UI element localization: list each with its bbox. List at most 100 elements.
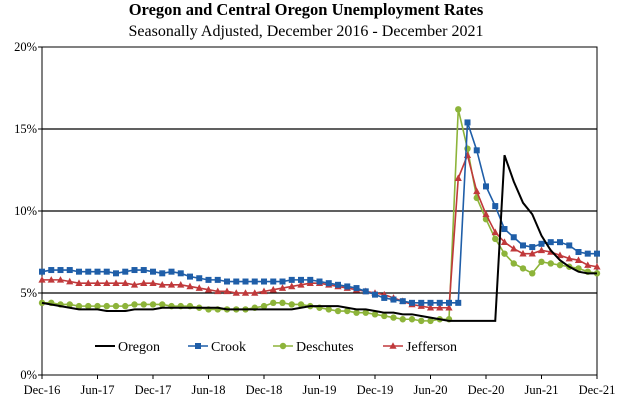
data-point [390,296,397,303]
data-point [519,265,527,272]
data-point [455,299,462,306]
x-tick-label: Dec-21 [579,383,616,397]
data-point [39,268,45,275]
data-point [251,278,258,285]
data-point [278,284,287,291]
series-jefferson [38,151,601,311]
data-point [298,276,304,283]
data-point [334,307,342,315]
data-point [408,316,416,323]
data-point [473,187,481,195]
x-tick-label: Jun-17 [80,383,114,397]
data-point [159,270,166,277]
data-point [94,302,101,310]
series-oregon [41,154,597,322]
data-point [445,303,453,311]
legend-marker [195,343,201,349]
legend-label: Jefferson [406,340,457,355]
legend-item-deschutes: Deschutes [273,340,354,355]
series-line-crook [41,122,597,304]
data-point [103,268,110,275]
y-tick-label: 0% [20,368,37,382]
data-point [593,262,601,270]
data-point [353,285,360,292]
data-point [84,279,92,286]
data-point [122,302,129,310]
chart-subtitle: Seasonally Adjusted, December 2016 - Dec… [128,23,483,40]
data-point [214,287,222,295]
data-point [85,302,92,310]
data-point [399,298,406,305]
data-point [260,287,268,295]
data-point [538,258,545,266]
data-point [112,279,120,286]
data-point [177,281,185,288]
data-point [85,268,92,275]
data-point [205,276,212,283]
data-point [103,279,111,286]
data-point [113,270,119,277]
data-point [242,278,249,285]
x-axis: Dec-16 Jun-17 Dec-17 Jun-18 Dec-18 Jun-19 Dec-… [24,375,616,397]
data-point [167,281,176,288]
data-point [501,250,508,257]
data-point [195,284,203,291]
data-point [362,309,369,316]
data-point [38,299,46,307]
data-point [112,302,120,310]
data-point [344,307,351,315]
legend-marker [389,342,397,349]
data-point [214,276,221,283]
data-point [168,268,175,275]
data-point [381,312,388,320]
data-point [492,203,499,210]
data-point [140,301,147,308]
data-point [399,316,406,323]
data-point [519,249,527,257]
data-point [131,301,138,308]
data-point [297,281,305,288]
data-point [93,279,102,286]
data-point [269,285,277,293]
legend-item-crook: Crook [188,340,246,355]
data-point [556,251,564,259]
data-point [344,283,351,290]
data-point [47,276,55,283]
data-point [436,299,443,306]
data-point [251,289,259,296]
data-point [491,228,499,236]
data-point [335,281,341,288]
series-deschutes [38,106,601,325]
data-point [261,278,267,285]
x-tick-label: Dec-16 [24,383,61,397]
data-point [307,276,314,283]
data-point [297,301,305,308]
series-layer [38,106,601,325]
data-point [427,317,434,325]
series-line-oregon [41,154,597,322]
data-point [483,183,489,190]
data-point [66,301,73,308]
grid-lines [42,128,597,294]
data-point [288,282,296,290]
data-point [159,301,166,308]
x-tick-label: Dec-20 [468,383,505,397]
data-point [94,268,101,275]
data-point [270,299,277,307]
x-tick-label: Jun-18 [191,383,225,397]
y-tick-label: 5% [20,286,37,300]
data-point [66,277,74,285]
data-point [454,174,462,181]
legend-label: Oregon [118,340,160,355]
data-point [223,287,231,295]
series-crook [39,119,600,306]
data-point [131,267,138,274]
data-point [177,270,184,277]
data-point [547,239,554,246]
legend-item-jefferson: Jefferson [383,340,457,355]
data-point [371,311,379,318]
data-point [75,302,83,310]
data-point [279,278,286,285]
data-point [390,314,397,321]
data-point [288,276,295,283]
